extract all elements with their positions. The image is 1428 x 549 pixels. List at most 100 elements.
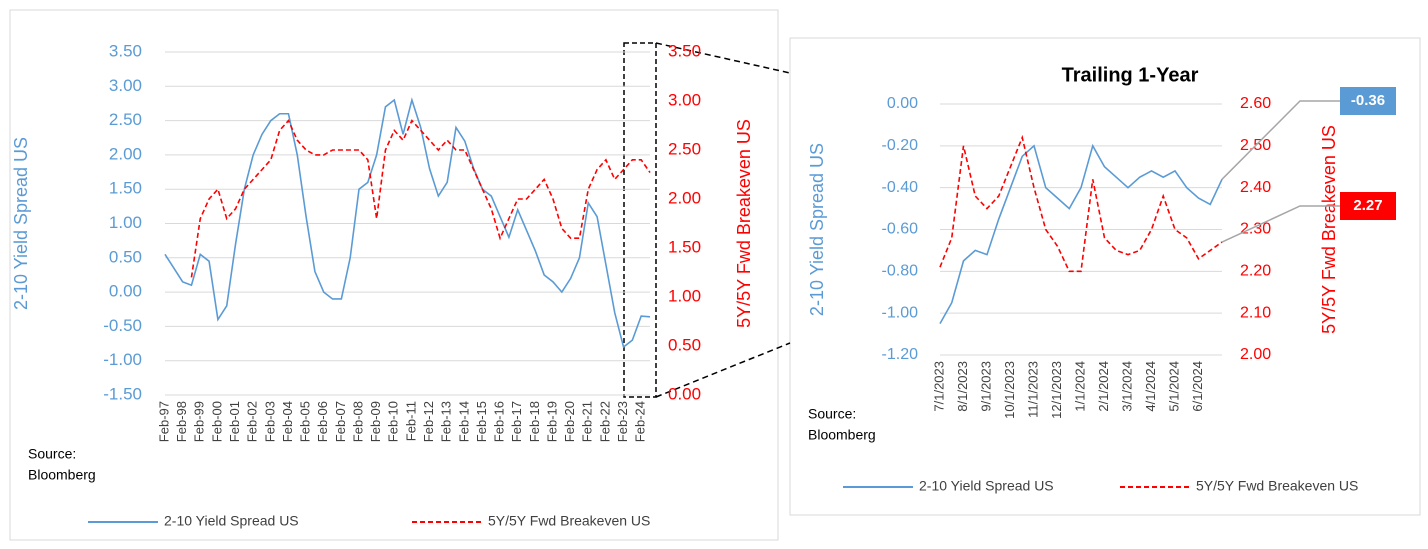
- x-tick-label: Feb-08: [350, 401, 365, 442]
- source-note: Bloomberg: [808, 427, 876, 443]
- x-tick-label: Feb-22: [597, 401, 612, 442]
- series-line: [939, 134, 1223, 273]
- x-tick-label: 5/1/2024: [1166, 361, 1181, 412]
- y2-tick-label: 0.50: [668, 335, 701, 354]
- y-tick-label: 3.00: [109, 76, 142, 95]
- x-tick-label: Feb-16: [492, 401, 507, 442]
- callout-box: [1340, 87, 1396, 115]
- x-tick-label: Feb-10: [386, 401, 401, 442]
- x-tick-label: Feb-18: [527, 401, 542, 442]
- x-tick-label: 7/1/2023: [931, 361, 946, 412]
- y-tick-label: -1.20: [882, 346, 919, 363]
- x-tick-label: 6/1/2024: [1190, 361, 1205, 412]
- x-tick-label: 2/1/2024: [1096, 361, 1111, 412]
- x-tick-label: Feb-02: [245, 401, 260, 442]
- y2-tick-label: 3.00: [668, 90, 701, 109]
- y-tick-label: 2.00: [109, 144, 142, 163]
- y2-tick-label: 1.50: [668, 237, 701, 256]
- x-tick-label: Feb-15: [474, 401, 489, 442]
- y2-axis-title: 5Y/5Y Fwd Breakeven US: [734, 119, 754, 328]
- y-tick-label: 0.00: [109, 282, 142, 301]
- x-tick-label: Feb-00: [209, 401, 224, 442]
- x-tick-label: Feb-06: [315, 401, 330, 442]
- y2-tick-label: 2.40: [1240, 179, 1271, 196]
- y-tick-label: -1.00: [882, 304, 919, 321]
- y2-tick-label: 0.00: [668, 384, 701, 403]
- x-tick-label: Feb-03: [262, 401, 277, 442]
- y2-tick-label: 2.20: [1240, 263, 1271, 280]
- y-tick-label: 0.50: [109, 247, 142, 266]
- y-tick-label: 1.50: [109, 179, 142, 198]
- x-tick-label: Feb-09: [368, 401, 383, 442]
- zoom-connector: [655, 42, 791, 74]
- callout-label: 2.27: [1353, 197, 1382, 214]
- source-note: Source:: [28, 446, 76, 462]
- x-tick-label: 12/1/2023: [1049, 361, 1064, 419]
- legend-label: 5Y/5Y Fwd Breakeven US: [1196, 478, 1358, 494]
- x-tick-label: 10/1/2023: [1002, 361, 1017, 419]
- x-tick-label: Feb-01: [227, 401, 242, 442]
- y-tick-label: 2.50: [109, 110, 142, 129]
- x-tick-label: 11/1/2023: [1025, 361, 1040, 418]
- left-panel: [9, 9, 779, 541]
- legend-label: 5Y/5Y Fwd Breakeven US: [488, 513, 650, 529]
- y-tick-label: -0.60: [882, 221, 919, 238]
- legend-label: 2-10 Yield Spread US: [919, 478, 1054, 494]
- y-axis-title: 2-10 Yield Spread US: [807, 143, 827, 316]
- y-axis-title: 2-10 Yield Spread US: [11, 137, 31, 310]
- x-tick-label: 9/1/2023: [978, 361, 993, 412]
- x-tick-label: Feb-07: [333, 401, 348, 442]
- series-line: [939, 143, 1223, 325]
- series-line: [190, 119, 651, 278]
- y-tick-label: -1.00: [103, 350, 142, 369]
- zoom-box: [623, 42, 657, 398]
- x-tick-label: Feb-19: [544, 401, 559, 442]
- callout-leader: [1221, 100, 1340, 180]
- right-panel: [789, 37, 1421, 516]
- y2-tick-label: 1.00: [668, 286, 701, 305]
- y2-tick-label: 3.50: [668, 41, 701, 60]
- x-tick-label: 3/1/2024: [1119, 361, 1134, 412]
- y2-tick-label: 2.00: [1240, 346, 1271, 363]
- x-tick-label: Feb-98: [174, 401, 189, 442]
- y-tick-label: -0.80: [882, 263, 919, 280]
- chart-title: Trailing 1-Year: [1062, 64, 1199, 86]
- x-tick-label: Feb-20: [562, 401, 577, 442]
- y2-tick-label: 2.00: [668, 188, 701, 207]
- x-tick-label: Feb-13: [439, 401, 454, 442]
- y-tick-label: 1.00: [109, 213, 142, 232]
- source-note: Bloomberg: [28, 467, 96, 483]
- x-tick-label: Feb-99: [192, 401, 207, 442]
- x-tick-label: Feb-23: [615, 401, 630, 442]
- y2-tick-label: 2.60: [1240, 95, 1271, 112]
- callout-box: [1340, 192, 1396, 220]
- x-tick-label: Feb-11: [403, 401, 418, 441]
- callout-label: -0.36: [1351, 92, 1385, 109]
- source-note: Source:: [808, 406, 856, 422]
- x-tick-label: 8/1/2023: [955, 361, 970, 412]
- x-tick-label: 4/1/2024: [1143, 361, 1158, 412]
- y2-axis-title: 5Y/5Y Fwd Breakeven US: [1319, 125, 1339, 334]
- series-line: [164, 97, 651, 349]
- callout-leader: [1221, 205, 1340, 243]
- y-tick-label: -1.50: [103, 384, 142, 403]
- y-tick-label: 0.00: [887, 95, 918, 112]
- x-tick-label: Feb-21: [580, 401, 595, 442]
- x-tick-label: Feb-17: [509, 401, 524, 442]
- x-tick-label: Feb-97: [156, 401, 171, 442]
- y2-tick-label: 2.50: [668, 139, 701, 158]
- legend-label: 2-10 Yield Spread US: [164, 513, 299, 529]
- x-tick-label: Feb-14: [456, 401, 471, 442]
- y2-tick-label: 2.30: [1240, 221, 1271, 238]
- x-tick-label: Feb-05: [298, 401, 313, 442]
- y-tick-label: -0.40: [882, 179, 919, 196]
- x-tick-label: Feb-12: [421, 401, 436, 442]
- y-tick-label: 3.50: [109, 41, 142, 60]
- y-tick-label: -0.20: [882, 137, 919, 154]
- x-tick-label: Feb-24: [633, 401, 648, 442]
- zoom-connector: [655, 342, 791, 398]
- y2-tick-label: 2.10: [1240, 304, 1271, 321]
- x-tick-label: Feb-04: [280, 401, 295, 442]
- x-tick-label: 1/1/2024: [1072, 361, 1087, 412]
